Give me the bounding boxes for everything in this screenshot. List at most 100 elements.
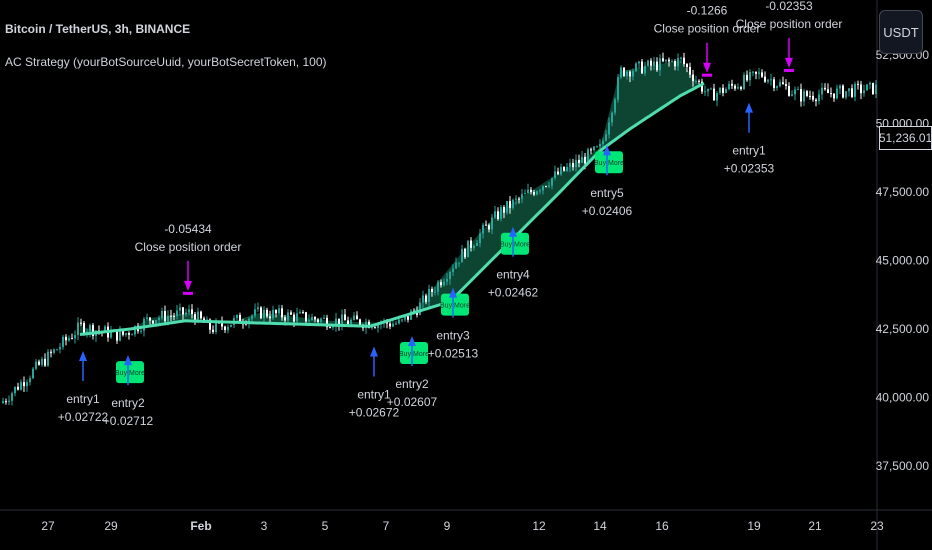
candle-body bbox=[29, 378, 31, 383]
candle-body bbox=[740, 87, 742, 89]
candle-body bbox=[566, 166, 568, 171]
candle-body bbox=[452, 268, 454, 273]
candle-body bbox=[350, 319, 352, 325]
candle-body bbox=[395, 323, 397, 325]
candle-body bbox=[662, 58, 664, 62]
candle-body bbox=[239, 314, 241, 324]
candle-body bbox=[809, 95, 811, 97]
entry-value: +0.02353 bbox=[724, 162, 775, 176]
candle-body bbox=[458, 262, 460, 264]
entry-label: entry4 bbox=[496, 268, 530, 282]
x-tick-label: Feb bbox=[190, 519, 211, 533]
candle-body bbox=[548, 185, 550, 187]
candle-body bbox=[251, 315, 253, 319]
candle-body bbox=[329, 327, 331, 329]
candle-body bbox=[521, 194, 523, 199]
candle-body bbox=[713, 88, 715, 101]
candle-body bbox=[2, 401, 4, 404]
candle-body bbox=[443, 281, 445, 286]
candle-body bbox=[83, 322, 85, 334]
candle-body bbox=[500, 207, 502, 219]
candle-body bbox=[356, 315, 358, 320]
candle-body bbox=[683, 57, 685, 65]
candle-body bbox=[635, 63, 637, 72]
candle-body bbox=[494, 211, 496, 218]
candle-body bbox=[311, 317, 313, 321]
candle-body bbox=[689, 67, 691, 75]
candle-body bbox=[335, 318, 337, 327]
candle-body bbox=[254, 309, 256, 316]
candle-body bbox=[542, 186, 544, 191]
entry-arrow-head bbox=[449, 287, 457, 298]
candle-body bbox=[611, 112, 613, 123]
candle-body bbox=[194, 314, 196, 323]
candle-body bbox=[626, 71, 628, 76]
candle-body bbox=[512, 199, 514, 208]
entry-label: entry1 bbox=[357, 388, 391, 402]
candle-body bbox=[263, 309, 265, 319]
buy-more-label: Buy More bbox=[500, 242, 530, 249]
candle-body bbox=[755, 71, 757, 74]
candle-body bbox=[722, 87, 724, 93]
candle-body bbox=[440, 282, 442, 286]
close-marker-bar bbox=[702, 73, 712, 77]
candle-body bbox=[179, 307, 181, 311]
candle-body bbox=[569, 162, 571, 167]
candle-body bbox=[32, 368, 34, 379]
candle-body bbox=[323, 317, 325, 319]
candle-body bbox=[608, 122, 610, 135]
close-label: Close position order bbox=[135, 240, 242, 254]
candle-body bbox=[830, 93, 832, 95]
entry-value: +0.02406 bbox=[582, 204, 633, 218]
candle-body bbox=[332, 326, 334, 328]
candle-body bbox=[296, 313, 298, 322]
candle-body bbox=[191, 309, 193, 315]
close-value: -0.02353 bbox=[765, 0, 813, 13]
entry-label: entry1 bbox=[732, 144, 766, 158]
candle-body bbox=[68, 338, 70, 341]
close-label: Close position order bbox=[736, 17, 843, 31]
y-tick-label: 45,000.00 bbox=[876, 253, 930, 267]
x-tick-label: 7 bbox=[383, 519, 390, 533]
last-price-label: 51,236.01 bbox=[879, 126, 932, 150]
entry-label: entry3 bbox=[436, 329, 470, 343]
candle-body bbox=[719, 87, 721, 94]
candle-body bbox=[317, 319, 319, 322]
close-arrow-head bbox=[184, 280, 192, 291]
entry-arrow-head bbox=[745, 102, 753, 113]
currency-button[interactable]: USDT bbox=[879, 10, 923, 54]
candle-body bbox=[638, 61, 640, 64]
candle-body bbox=[236, 314, 238, 319]
candle-body bbox=[299, 312, 301, 314]
candle-body bbox=[434, 291, 436, 293]
candle-body bbox=[341, 314, 343, 326]
candle-body bbox=[743, 74, 745, 89]
candle-body bbox=[563, 166, 565, 171]
candle-body bbox=[560, 166, 562, 175]
y-tick-label: 42,500.00 bbox=[876, 322, 930, 336]
candle-body bbox=[842, 85, 844, 98]
x-tick-label: 19 bbox=[747, 519, 761, 533]
candle-body bbox=[53, 349, 55, 353]
candle-body bbox=[833, 93, 835, 99]
candle-body bbox=[152, 320, 154, 324]
candle-body bbox=[17, 386, 19, 390]
candle-body bbox=[410, 310, 412, 320]
entry-value: +0.02462 bbox=[488, 286, 539, 300]
candle-body bbox=[671, 61, 673, 63]
candle-body bbox=[170, 315, 172, 317]
candle-body bbox=[44, 358, 46, 366]
candle-body bbox=[797, 89, 799, 91]
candle-body bbox=[338, 318, 340, 326]
candle-body bbox=[746, 74, 748, 81]
candle-body bbox=[71, 338, 73, 340]
candle-body bbox=[659, 58, 661, 71]
candle-body bbox=[344, 314, 346, 321]
candle-body bbox=[38, 361, 40, 365]
candle-body bbox=[665, 59, 667, 62]
candle-body bbox=[11, 393, 13, 401]
close-value: -0.05434 bbox=[164, 222, 212, 236]
buy-more-label: Buy More bbox=[440, 303, 470, 310]
candle-body bbox=[734, 85, 736, 89]
